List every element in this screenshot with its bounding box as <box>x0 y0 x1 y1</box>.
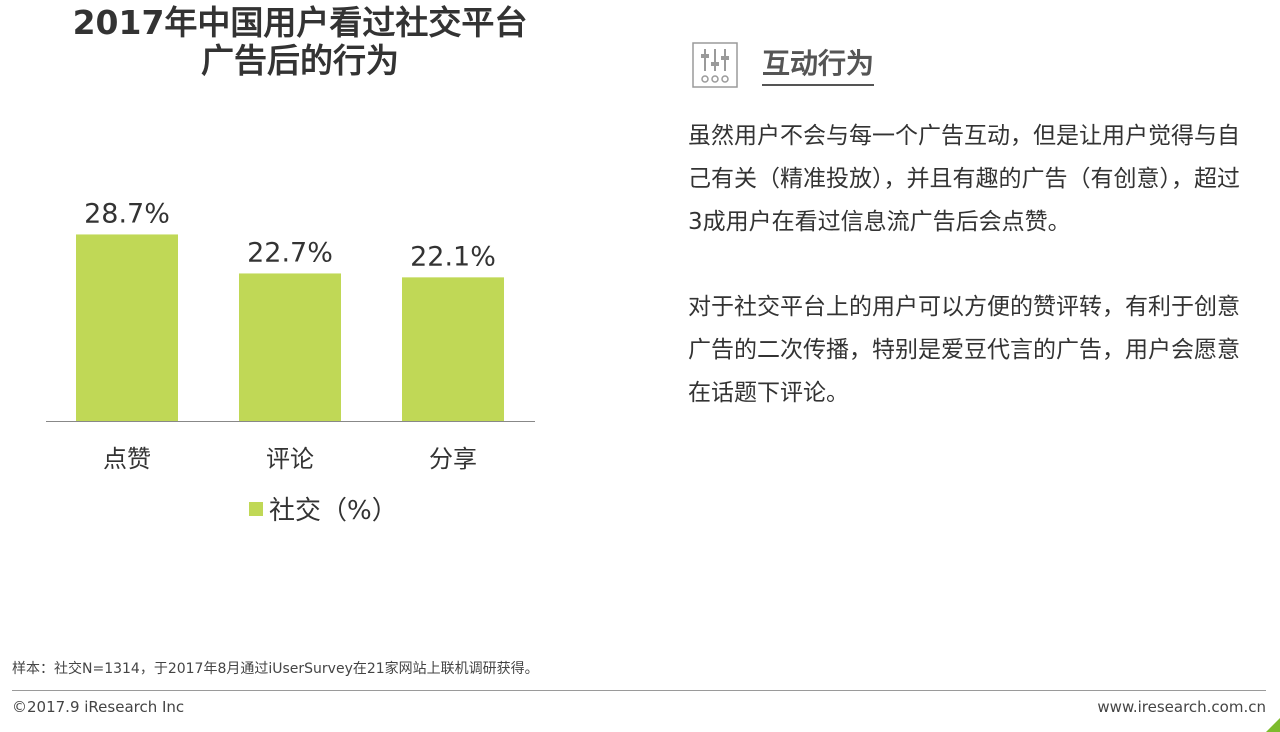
legend-label: 社交（%） <box>269 496 398 526</box>
chart-title-line-2: 广告后的行为 <box>201 41 399 80</box>
bar-3 <box>402 277 504 421</box>
section-title: 互动行为 <box>762 45 875 86</box>
sample-footnote: 样本：社交N=1314，于2017年8月通过iUserSurvey在21家网站上… <box>12 661 539 677</box>
paragraph-text: 对于社交平台上的用户可以方便的赞评转，有利于创意广告的二次传播，特别是爱豆代言的… <box>688 294 1240 406</box>
copyright: ©2017.9 iResearch Inc <box>12 698 185 716</box>
chart-title-line-1: 2017年中国用户看过社交平台 <box>72 3 528 42</box>
bar-chart: 28.7% 点赞 22.7% 评论 22.1% 分享 <box>46 198 535 473</box>
data-label-2: 22.7% <box>247 237 333 268</box>
section-header: 互动行为 <box>692 42 875 88</box>
corner-accent <box>1266 718 1280 732</box>
sliders-icon <box>692 42 738 88</box>
description-paragraph-1: 虽然用户不会与每一个广告互动，但是让用户觉得与自己有关（精准投放），并且有趣的广… <box>688 115 1248 244</box>
category-label-2: 评论 <box>266 445 314 473</box>
paragraph-text: 虽然用户不会与每一个广告互动，但是让用户觉得与自己有关（精准投放），并且有趣的广… <box>688 123 1240 235</box>
chart-title: 2017年中国用户看过社交平台 广告后的行为 <box>30 4 570 80</box>
bar-2 <box>239 273 341 421</box>
website-link[interactable]: www.iresearch.com.cn <box>1097 698 1266 716</box>
data-label-3: 22.1% <box>410 241 496 272</box>
legend-swatch <box>249 501 263 516</box>
data-label-1: 28.7% <box>84 198 170 229</box>
chart-legend: 社交（%） <box>249 490 398 527</box>
category-label-3: 分享 <box>429 445 477 473</box>
category-label-1: 点赞 <box>103 445 151 473</box>
bar-1 <box>76 234 178 421</box>
description-paragraph-2: 对于社交平台上的用户可以方便的赞评转，有利于创意广告的二次传播，特别是爱豆代言的… <box>688 286 1248 415</box>
footer-divider <box>12 690 1266 691</box>
